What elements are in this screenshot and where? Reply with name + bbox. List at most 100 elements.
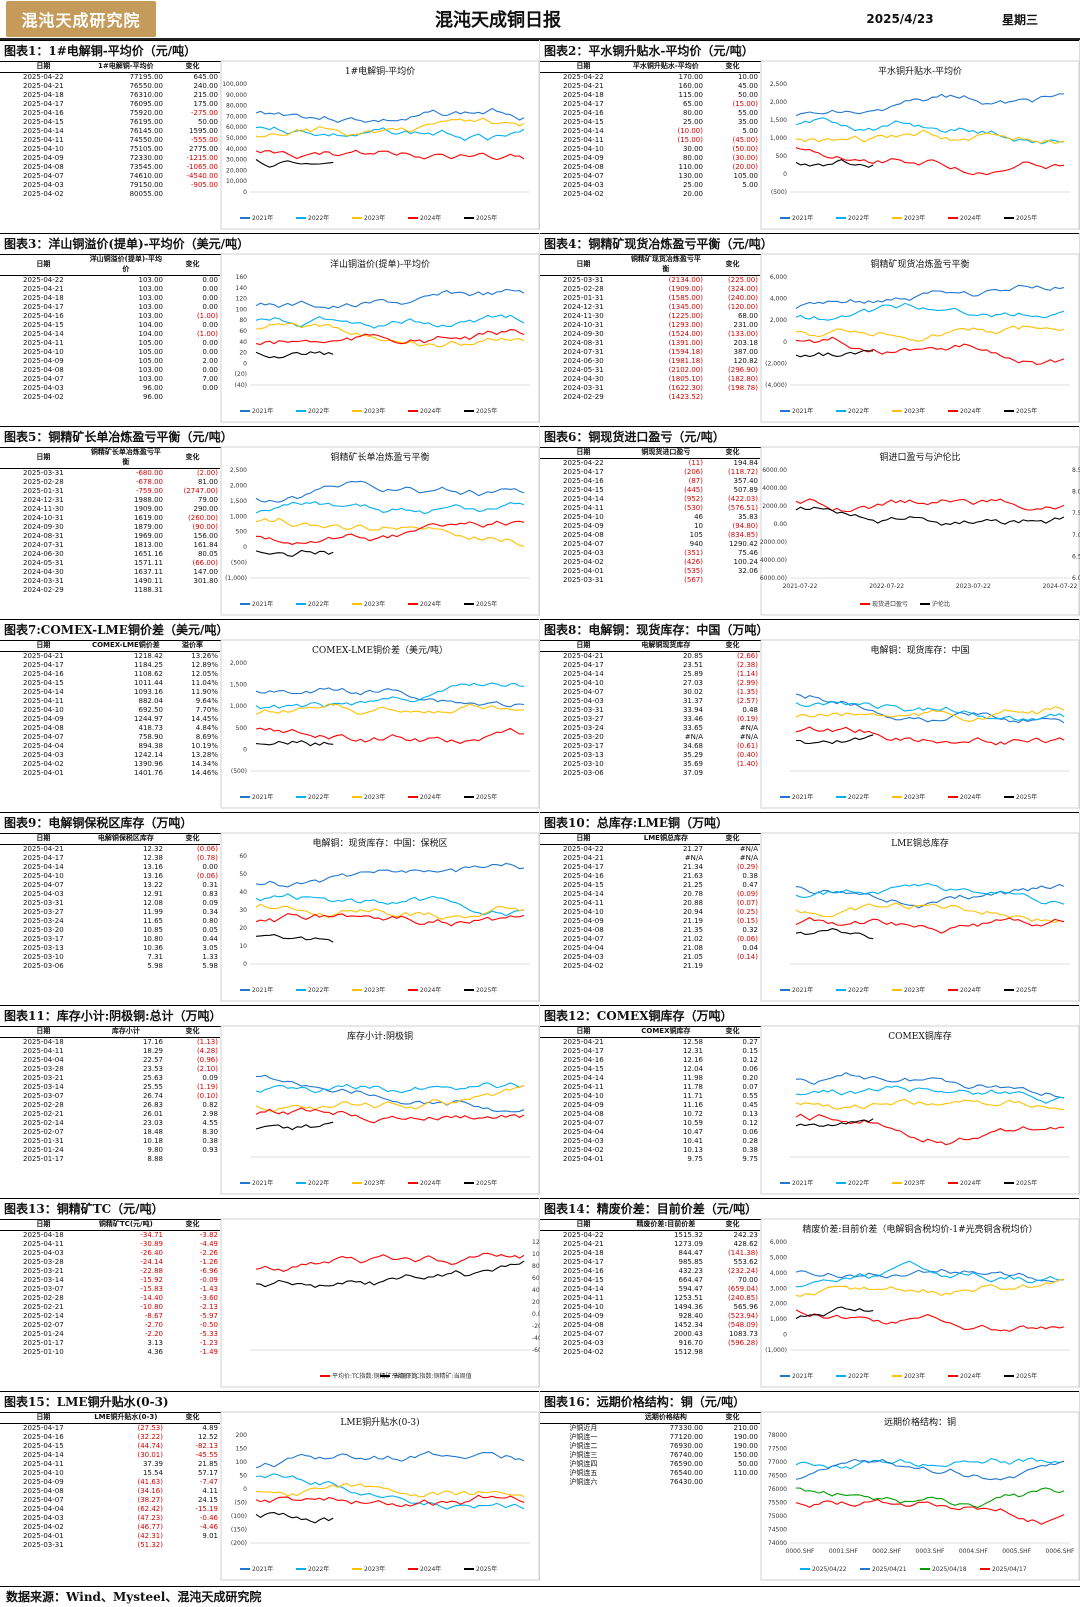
table-cell: 30.02 (682, 688, 703, 696)
chart-svg: 120.00 100.00 80.00 60.00 40.00 20.00 0.00 -20.… (220, 1218, 553, 1388)
table-header: 平水铜升贴水-平均价 (626, 60, 705, 73)
table-cell: 928.40 (678, 1312, 703, 1320)
table-cell: 2025-04-17 (563, 863, 604, 871)
chart-svg: 库存小计:阴极铜 2021年 2022年 2023年 2024年 2025年 (220, 1025, 540, 1195)
table-cell: 10.72 (682, 1110, 703, 1118)
table-cell: (45.00) (732, 136, 758, 144)
table-cell (705, 190, 760, 199)
y-tick-label: 80,000 (226, 103, 247, 110)
table-row: 2025-03-10 7.31 1.33 (0, 953, 220, 962)
y-tick-label: 160 (236, 274, 248, 281)
table-row: 2025-03-27 33.46 (0.19) (540, 715, 760, 724)
series-line (255, 740, 334, 747)
table-cell: 18.48 (142, 1128, 163, 1136)
table-cell: 21.02 (682, 935, 703, 943)
series-line (255, 1483, 525, 1498)
table-header: 洋山铜溢价(提单)-平均价 (86, 253, 165, 276)
table-cell: 21.25 (682, 881, 703, 889)
table-cell: 0.00 (202, 276, 218, 284)
table-cell: 9.75 (687, 1155, 703, 1163)
table-cell: 2025-04-21 (563, 652, 604, 660)
chart-svg: 远期价格结构：铜 78000 77500 77000 76500 76000 75500 75… (760, 1411, 1080, 1581)
table-cell: 12.08 (142, 899, 163, 907)
table-row: 2025-01-24 9.80 0.93 (0, 1146, 220, 1155)
table-cell: -6.96 (199, 1267, 218, 1275)
table-row: 2025-04-11 (15.00) (45.00) (540, 136, 760, 145)
legend-label: 2021年 (792, 214, 813, 222)
series-line (795, 1260, 1065, 1288)
table-cell: 418.73 (138, 724, 163, 732)
table-cell: 103.00 (138, 303, 163, 311)
series-line (795, 902, 1065, 923)
table-row: 2025-04-07 2000.43 1083.73 (540, 1330, 760, 1339)
table-header: 精废价差:目前价差 (626, 1218, 705, 1231)
table-cell: 2025-04-08 (563, 1321, 604, 1329)
table-cell: -1.43 (199, 1285, 218, 1293)
table-row: 2024-12-31 1988.00 79.00 (0, 496, 220, 505)
section-title: 图表1：1#电解铜-平均价（元/吨） (0, 40, 539, 62)
table-cell: 210.00 (733, 1424, 759, 1432)
table-header: 日期 (0, 446, 87, 469)
table-cell: 0.44 (202, 935, 218, 943)
table-cell: (260.00) (188, 514, 218, 522)
table-row: 2025-03-31 33.94 0.48 (540, 706, 760, 715)
table-cell: 2025-04-22 (563, 845, 604, 853)
chart-svg: COMEX铜库存 2021年 2022年 2023年 2024年 2025年 (760, 1025, 1080, 1195)
table-cell: 2025-02-21 (23, 1110, 64, 1118)
table-row: 2025-04-09 21.19 (0.15) (540, 917, 760, 926)
chart-svg: COMEX-LME铜价差（美元/吨） 2,000 1,500 1,000 500 0 (50… (220, 639, 540, 809)
legend-label: 2024年 (420, 1565, 441, 1573)
table-cell: 沪铜连二 (569, 1442, 598, 1450)
table-cell: 0.20 (742, 1074, 758, 1082)
legend-label: 2024年 (420, 793, 441, 801)
x-tick-label: 0000.SHF (786, 1548, 815, 1555)
table-cell: (1293.00) (668, 321, 703, 329)
table-cell: 2025-04-10 (563, 1303, 604, 1311)
table-cell: 0.05 (202, 926, 218, 934)
table-cell: 1390.96 (134, 760, 163, 768)
y-tick-label: 20,000 (226, 167, 247, 174)
table-cell: 240.00 (193, 82, 219, 90)
table-row: 2025-04-17 12.31 0.15 (540, 1047, 760, 1056)
table-cell: 2025-03-06 (563, 769, 604, 777)
table-cell: (38.27) (137, 1496, 163, 1504)
table-cell: 758.90 (138, 733, 163, 741)
table-cell: 17.16 (142, 1038, 163, 1046)
table-cell: (182.80) (728, 375, 758, 383)
table-row: 沪铜连四 76590.00 50.00 (540, 1460, 760, 1469)
y-tick-label: 2,000 (770, 99, 787, 106)
table-cell: 2025-04-04 (23, 742, 64, 750)
table-row: 2025-04-16 12.16 0.12 (540, 1056, 760, 1065)
y-tick-label: 75500 (768, 1500, 787, 1507)
table-cell: -1.49 (199, 1348, 218, 1356)
table-cell: 14.45% (191, 715, 218, 723)
table-cell: 1813.00 (134, 541, 163, 549)
table-cell: 2024-04-30 (563, 375, 604, 383)
table-cell: 76310.00 (129, 91, 163, 99)
table-cell: 76740.00 (669, 1451, 703, 1459)
table-cell: 1637.11 (134, 568, 163, 576)
table-row: 2025-04-17 76095.00 175.00 (0, 100, 220, 109)
table-cell: 2025-04-22 (563, 459, 604, 467)
table-cell: 2025-03-24 (23, 917, 64, 925)
table-row: 2025-04-17 103.00 0.00 (0, 303, 220, 312)
table-header: 日期 (540, 253, 627, 276)
table-cell: 10.47 (682, 1128, 703, 1136)
table-cell: 沪铜连四 (569, 1460, 598, 1468)
table-cell: 2025-04-15 (563, 486, 604, 494)
table-cell: 2025-04-07 (23, 375, 64, 383)
table-cell: 1108.62 (134, 670, 163, 678)
table-cell (705, 962, 760, 971)
series-line (795, 158, 874, 168)
table-cell: 55.00 (737, 109, 758, 117)
data-table-wrapper: 日期 铜精矿TC(元/吨) 变化 2025-04-18 -34.71 -3.82 2025-… (0, 1218, 220, 1388)
series-line (795, 129, 1065, 145)
table-cell: 110.00 (733, 1469, 759, 1477)
table-cell: 21.63 (682, 872, 703, 880)
table-cell (165, 1155, 220, 1164)
table-row: 2024-06-30 (1981.18) 120.82 (540, 357, 760, 366)
table-cell: -0.50 (199, 1321, 218, 1329)
table-row: 2025-04-11 882.04 9.64% (0, 697, 220, 706)
table-row: 2025-04-14 104.00 (1.00) (0, 330, 220, 339)
table-cell: 12.38 (142, 854, 163, 862)
